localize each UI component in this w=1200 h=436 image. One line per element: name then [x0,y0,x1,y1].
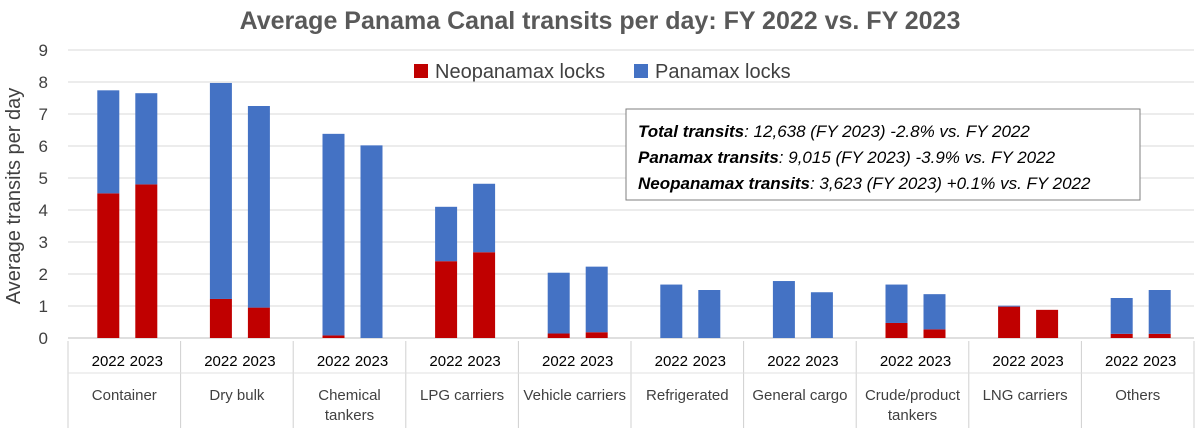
legend-swatch-neopanamax [414,64,428,78]
x-year-label: 2023 [467,353,500,370]
bar-lpg-carriers-2023-panamax [473,183,496,253]
bar-dry-bulk-2022-neopanamax [209,298,232,338]
annotation-text-panamax: : 9,015 (FY 2023) -3.9% vs. FY 2022 [779,148,1056,167]
bar-others-2023-panamax [1148,290,1171,334]
bar-container-2023-panamax [135,93,158,185]
bar-lng-carriers-2022-panamax [998,305,1021,307]
x-year-label: 2023 [130,353,163,370]
y-tick-label: 6 [39,137,48,156]
bar-others-2022-panamax [1110,298,1133,334]
x-year-label: 2022 [92,353,125,370]
x-year-label: 2023 [805,353,838,370]
y-tick-label: 1 [39,297,48,316]
y-tick-label: 2 [39,265,48,284]
bars [97,82,1171,338]
y-tick-label: 0 [39,329,48,348]
bar-container-2023-neopanamax [135,184,158,338]
bar-general-cargo-2022-panamax [772,281,795,338]
x-year-label: 2022 [1105,353,1138,370]
bar-others-2023-neopanamax [1148,333,1171,338]
annotation-line-neopanamax: Neopanamax transits: 3,623 (FY 2023) +0.… [638,174,1091,193]
y-tick-label: 7 [39,105,48,124]
x-year-label: 2022 [767,353,800,370]
annotation-label-neopanamax: Neopanamax transits [638,174,810,193]
bar-crude-product-tankers-2022-panamax [885,284,908,323]
x-category-label-chemical-tankers: tankers [325,407,374,424]
legend-label-neopanamax: Neopanamax locks [435,61,605,83]
x-year-label: 2022 [880,353,913,370]
x-year-label: 2022 [429,353,462,370]
bar-vehicle-carriers-2022-neopanamax [547,333,570,338]
bar-crude-product-tankers-2023-neopanamax [923,329,946,338]
bar-general-cargo-2023-panamax [810,292,833,338]
y-tick-label: 3 [39,233,48,252]
y-tick-label: 5 [39,169,48,188]
x-category-label-vehicle-carriers: Vehicle carriers [523,387,626,404]
annotation-line-panamax: Panamax transits: 9,015 (FY 2023) -3.9% … [638,148,1056,167]
annotation-label-panamax: Panamax transits [638,148,779,167]
x-category-label-crude-product-tankers: Crude/product [865,387,961,404]
bar-chemical-tankers-2022-neopanamax [322,335,345,338]
x-category-label-others: Others [1115,387,1160,404]
bar-vehicle-carriers-2023-neopanamax [585,332,608,338]
annotation-box: Total transits: 12,638 (FY 2023) -2.8% v… [625,108,1141,201]
x-year-label: 2022 [992,353,1025,370]
bar-lpg-carriers-2022-neopanamax [435,261,458,338]
y-tick-label: 8 [39,73,48,92]
bar-lng-carriers-2022-neopanamax [998,306,1021,338]
x-category-label-dry-bulk: Dry bulk [209,387,265,404]
x-category-label-lng-carriers: LNG carriers [983,387,1068,404]
x-category-label-general-cargo: General cargo [752,387,847,404]
x-category-label-crude-product-tankers: tankers [888,407,937,424]
y-tick-label: 9 [39,41,48,60]
y-axis-label: Average transits per day [3,88,25,304]
bar-container-2022-panamax [97,90,120,194]
bar-dry-bulk-2022-panamax [209,82,232,299]
bar-lng-carriers-2023-neopanamax [1036,309,1059,338]
bar-others-2022-neopanamax [1110,333,1133,338]
x-year-label: 2023 [1030,353,1063,370]
bar-crude-product-tankers-2022-neopanamax [885,322,908,338]
x-category-label-chemical-tankers: Chemical [318,387,381,404]
x-year-label: 2022 [204,353,237,370]
annotation-label-total: Total transits [638,122,744,141]
bar-vehicle-carriers-2022-panamax [547,272,570,334]
bar-refrigerated-2022-panamax [660,284,683,338]
x-category-label-lpg-carriers: LPG carriers [420,387,504,404]
x-year-label: 2023 [355,353,388,370]
bar-crude-product-tankers-2023-panamax [923,294,946,330]
legend-label-panamax: Panamax locks [655,61,791,83]
annotation-text-neopanamax: : 3,623 (FY 2023) +0.1% vs. FY 2022 [810,174,1091,193]
bar-lpg-carriers-2023-neopanamax [473,252,496,338]
annotation-line-total: Total transits: 12,638 (FY 2023) -2.8% v… [638,122,1030,141]
bar-lpg-carriers-2022-panamax [435,206,458,262]
x-year-label: 2023 [1143,353,1176,370]
x-year-label: 2023 [693,353,726,370]
x-axis-labels: 2022 2023 Container 2022 2023 Dry bulk 2022 202… [67,341,1195,428]
bar-vehicle-carriers-2023-panamax [585,266,608,333]
x-year-label: 2023 [242,353,275,370]
bar-chemical-tankers-2022-panamax [322,133,345,336]
bar-dry-bulk-2023-neopanamax [247,307,270,338]
x-category-label-refrigerated: Refrigerated [646,387,729,404]
bar-chemical-tankers-2023-panamax [360,145,383,338]
bar-container-2022-neopanamax [97,193,120,338]
chart-title: Average Panama Canal transits per day: F… [240,7,961,35]
bar-dry-bulk-2023-panamax [247,106,270,308]
x-year-label: 2023 [580,353,613,370]
x-year-label: 2023 [918,353,951,370]
annotation-text-total: : 12,638 (FY 2023) -2.8% vs. FY 2022 [744,122,1030,141]
bar-refrigerated-2023-panamax [698,290,721,338]
y-tick-label: 4 [39,201,48,220]
x-year-label: 2022 [655,353,688,370]
legend: Neopanamax locks Panamax locks [414,61,791,83]
x-year-label: 2022 [317,353,350,370]
legend-swatch-panamax [634,64,648,78]
x-year-label: 2022 [542,353,575,370]
x-category-label-container: Container [92,387,157,404]
